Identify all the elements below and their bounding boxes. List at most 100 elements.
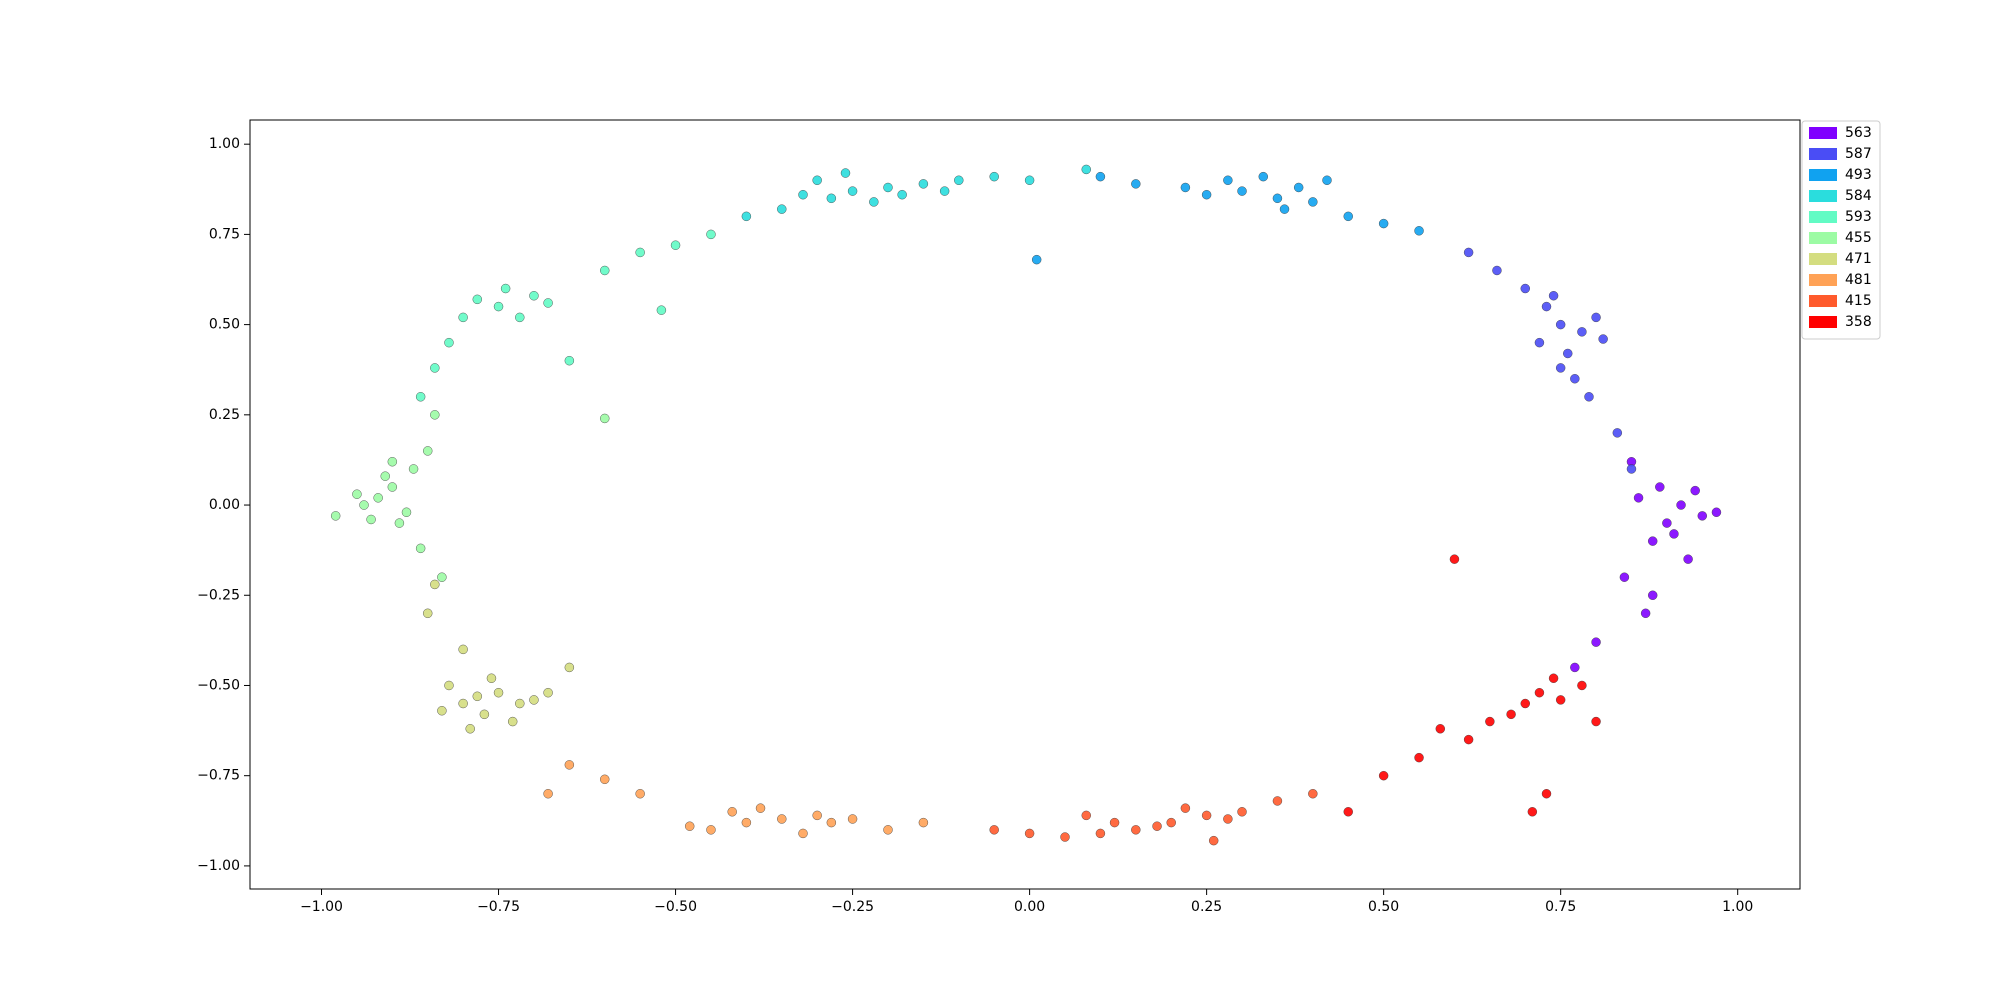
point: [1570, 374, 1580, 384]
point: [564, 355, 575, 366]
point: [1506, 709, 1516, 720]
point: [1591, 637, 1601, 647]
x-tick-label: 0.00: [1014, 899, 1045, 915]
point: [656, 305, 667, 315]
y-tick-label: 0.25: [209, 407, 240, 423]
point: [1223, 175, 1233, 185]
point: [706, 825, 716, 835]
legend-label: 593: [1845, 209, 1872, 225]
legend-swatch: [1809, 127, 1837, 139]
point: [529, 291, 539, 301]
legend-swatch: [1809, 274, 1837, 286]
legend-label: 563: [1845, 125, 1872, 141]
point: [373, 493, 383, 503]
point: [1619, 572, 1630, 582]
legend-label: 587: [1845, 146, 1872, 162]
point: [883, 182, 893, 193]
point: [1272, 193, 1283, 204]
x-tick-label: −0.25: [831, 899, 874, 915]
point: [472, 294, 482, 305]
point: [1209, 835, 1219, 846]
plot-frame: [249, 119, 1801, 890]
point: [500, 283, 511, 294]
point: [387, 482, 398, 492]
legend-swatch: [1809, 316, 1837, 328]
point: [1166, 817, 1176, 828]
point: [1322, 175, 1332, 185]
point: [1131, 179, 1141, 189]
point: [1527, 807, 1538, 817]
point: [1584, 392, 1594, 402]
point: [1060, 832, 1070, 842]
point: [847, 186, 858, 196]
x-tick-label: −1.00: [300, 899, 343, 915]
y-tick-label: −0.25: [197, 587, 240, 603]
point: [543, 298, 553, 308]
point: [1463, 247, 1474, 258]
point: [727, 807, 737, 817]
point: [989, 825, 999, 835]
point: [1591, 716, 1601, 727]
y-tick-label: −0.75: [197, 768, 240, 784]
point: [486, 673, 497, 683]
point: [1343, 211, 1353, 222]
point: [826, 817, 837, 828]
point: [1640, 608, 1651, 619]
point: [1662, 518, 1672, 528]
point: [1378, 770, 1389, 781]
point: [1541, 789, 1552, 799]
point: [1577, 327, 1587, 337]
point: [1577, 680, 1587, 691]
legend-label: 493: [1845, 167, 1872, 183]
point: [437, 706, 447, 716]
point: [1555, 319, 1566, 330]
legend-swatch: [1809, 253, 1837, 265]
point: [330, 511, 341, 521]
point: [755, 803, 766, 813]
point: [366, 514, 376, 525]
legend-swatch: [1809, 190, 1837, 202]
point: [1534, 337, 1545, 348]
point: [493, 301, 504, 312]
point: [1534, 687, 1545, 698]
point: [635, 247, 645, 258]
point: [1024, 828, 1035, 839]
point: [939, 186, 950, 196]
point: [777, 814, 787, 824]
legend-label: 584: [1845, 188, 1872, 204]
point: [600, 265, 610, 276]
point: [706, 229, 716, 240]
point: [918, 179, 929, 189]
point: [1024, 175, 1035, 185]
y-tick-label: −0.50: [197, 677, 240, 693]
point: [1223, 814, 1233, 824]
point: [507, 716, 518, 727]
point: [897, 189, 907, 200]
legend-swatch: [1809, 232, 1837, 244]
point: [812, 810, 822, 821]
point: [1237, 807, 1247, 817]
point: [1237, 186, 1247, 196]
point: [1591, 312, 1601, 323]
point: [1201, 189, 1212, 200]
point: [408, 464, 419, 474]
point: [380, 471, 390, 481]
point: [479, 709, 490, 720]
point: [812, 175, 822, 185]
point: [415, 543, 426, 554]
x-tick-label: −0.75: [477, 899, 520, 915]
point: [415, 392, 426, 402]
point: [1648, 536, 1658, 546]
point: [472, 691, 482, 701]
point: [1435, 724, 1445, 734]
point: [1669, 529, 1679, 539]
point: [423, 608, 433, 619]
point: [444, 337, 454, 348]
point: [1612, 428, 1623, 438]
point: [1463, 734, 1474, 745]
point: [1308, 789, 1318, 799]
point: [359, 500, 369, 510]
point: [1563, 348, 1573, 359]
point: [564, 760, 575, 770]
